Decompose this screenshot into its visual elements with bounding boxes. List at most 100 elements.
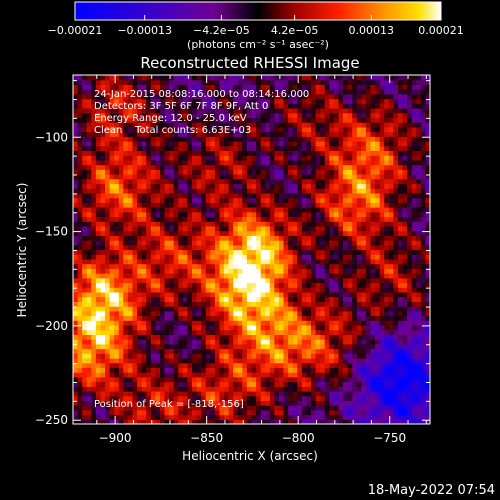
heatmap-cell bbox=[329, 400, 335, 406]
heatmap-cell bbox=[361, 103, 367, 109]
heatmap-cell bbox=[265, 235, 271, 241]
heatmap-cell bbox=[269, 240, 275, 246]
heatmap-cell bbox=[187, 334, 193, 340]
heatmap-cell bbox=[265, 325, 271, 331]
heatmap-cell bbox=[127, 141, 134, 147]
heatmap-cell bbox=[297, 310, 303, 317]
heatmap-cell bbox=[265, 391, 271, 397]
heatmap-cell bbox=[137, 391, 143, 397]
heatmap-cell bbox=[315, 315, 321, 321]
heatmap-cell bbox=[265, 263, 271, 269]
heatmap-cell bbox=[338, 287, 344, 293]
heatmap-cell bbox=[178, 301, 184, 307]
heatmap-cell bbox=[114, 216, 120, 222]
heatmap-cell bbox=[132, 367, 138, 373]
heatmap-cell bbox=[150, 211, 156, 218]
heatmap-cell bbox=[370, 386, 376, 392]
heatmap-cell bbox=[77, 367, 83, 373]
heatmap-cell bbox=[86, 291, 92, 298]
heatmap-cell bbox=[187, 258, 193, 265]
heatmap-cell bbox=[320, 197, 326, 203]
heatmap-cell bbox=[283, 381, 289, 387]
heatmap-cell bbox=[329, 117, 335, 123]
heatmap-cell bbox=[86, 310, 92, 317]
heatmap-cell bbox=[201, 221, 207, 227]
heatmap-cell bbox=[141, 273, 147, 279]
heatmap-cell bbox=[301, 178, 307, 185]
heatmap-cell bbox=[251, 183, 257, 189]
heatmap-cell bbox=[137, 235, 143, 241]
heatmap-cell bbox=[137, 75, 143, 81]
heatmap-cell bbox=[288, 211, 294, 218]
heatmap-cell bbox=[274, 419, 280, 424]
heatmap-cell bbox=[288, 414, 294, 420]
heatmap-cell bbox=[343, 367, 349, 373]
heatmap-cell bbox=[146, 391, 152, 397]
heatmap-cell bbox=[269, 381, 275, 387]
heatmap-cell bbox=[187, 207, 193, 213]
heatmap-cell bbox=[73, 381, 79, 387]
heatmap-cell bbox=[237, 98, 243, 104]
heatmap-cell bbox=[105, 287, 111, 293]
heatmap-cell bbox=[279, 103, 285, 109]
heatmap-cell bbox=[95, 136, 102, 142]
heatmap-cell bbox=[343, 75, 349, 81]
heatmap-cell bbox=[228, 98, 234, 104]
heatmap-cell bbox=[347, 320, 353, 326]
heatmap-cell bbox=[73, 273, 79, 279]
heatmap-cell bbox=[379, 419, 385, 424]
heatmap-cell bbox=[123, 131, 129, 137]
heatmap-cell bbox=[352, 178, 358, 185]
heatmap-cell bbox=[233, 268, 239, 274]
heatmap-cell bbox=[265, 296, 271, 302]
heatmap-cell bbox=[237, 263, 243, 269]
heatmap-cell bbox=[329, 329, 335, 335]
heatmap-cell bbox=[146, 353, 152, 359]
heatmap-cell bbox=[77, 353, 83, 359]
heatmap-cell bbox=[242, 98, 248, 104]
heatmap-cell bbox=[192, 192, 198, 199]
heatmap-cell bbox=[343, 362, 349, 368]
heatmap-cell bbox=[228, 112, 234, 118]
heatmap-cell bbox=[311, 254, 317, 260]
heatmap-cell bbox=[219, 178, 225, 185]
heatmap-cell bbox=[173, 409, 179, 416]
heatmap-cell bbox=[146, 376, 152, 383]
heatmap-cell bbox=[109, 117, 115, 123]
heatmap-cell bbox=[242, 216, 248, 222]
heatmap-cell bbox=[260, 141, 266, 147]
heatmap-cell bbox=[205, 197, 211, 203]
heatmap-cell bbox=[127, 409, 134, 416]
heatmap-cell bbox=[228, 254, 234, 260]
heatmap-cell bbox=[205, 235, 211, 241]
heatmap-cell bbox=[160, 188, 166, 194]
heatmap-cell bbox=[370, 329, 376, 335]
heatmap-cell bbox=[228, 244, 234, 251]
heatmap-cell bbox=[365, 84, 372, 90]
heatmap-cell bbox=[370, 287, 376, 293]
heatmap-cell bbox=[365, 141, 372, 147]
heatmap-cell bbox=[224, 136, 230, 142]
heatmap-cell bbox=[127, 376, 134, 383]
heatmap-cell bbox=[82, 391, 88, 397]
heatmap-cell bbox=[292, 244, 298, 251]
heatmap-cell bbox=[91, 381, 97, 387]
heatmap-cell bbox=[274, 348, 280, 354]
heatmap-cell bbox=[86, 174, 92, 180]
heatmap-cell bbox=[246, 306, 253, 312]
heatmap-cell bbox=[164, 141, 170, 147]
heatmap-cell bbox=[214, 244, 221, 251]
heatmap-cell bbox=[95, 325, 102, 331]
heatmap-cell bbox=[260, 164, 266, 170]
heatmap-cell bbox=[182, 103, 188, 109]
heatmap-cell bbox=[114, 230, 120, 236]
heatmap-cell bbox=[164, 178, 170, 185]
heatmap-cell bbox=[356, 306, 362, 312]
heatmap-cell bbox=[201, 268, 207, 274]
heatmap-cell bbox=[228, 188, 234, 194]
heatmap-cell bbox=[365, 263, 372, 269]
heatmap-cell bbox=[137, 367, 143, 373]
heatmap-cell bbox=[251, 343, 257, 350]
heatmap-cell bbox=[224, 188, 230, 194]
heatmap-cell bbox=[182, 244, 188, 251]
